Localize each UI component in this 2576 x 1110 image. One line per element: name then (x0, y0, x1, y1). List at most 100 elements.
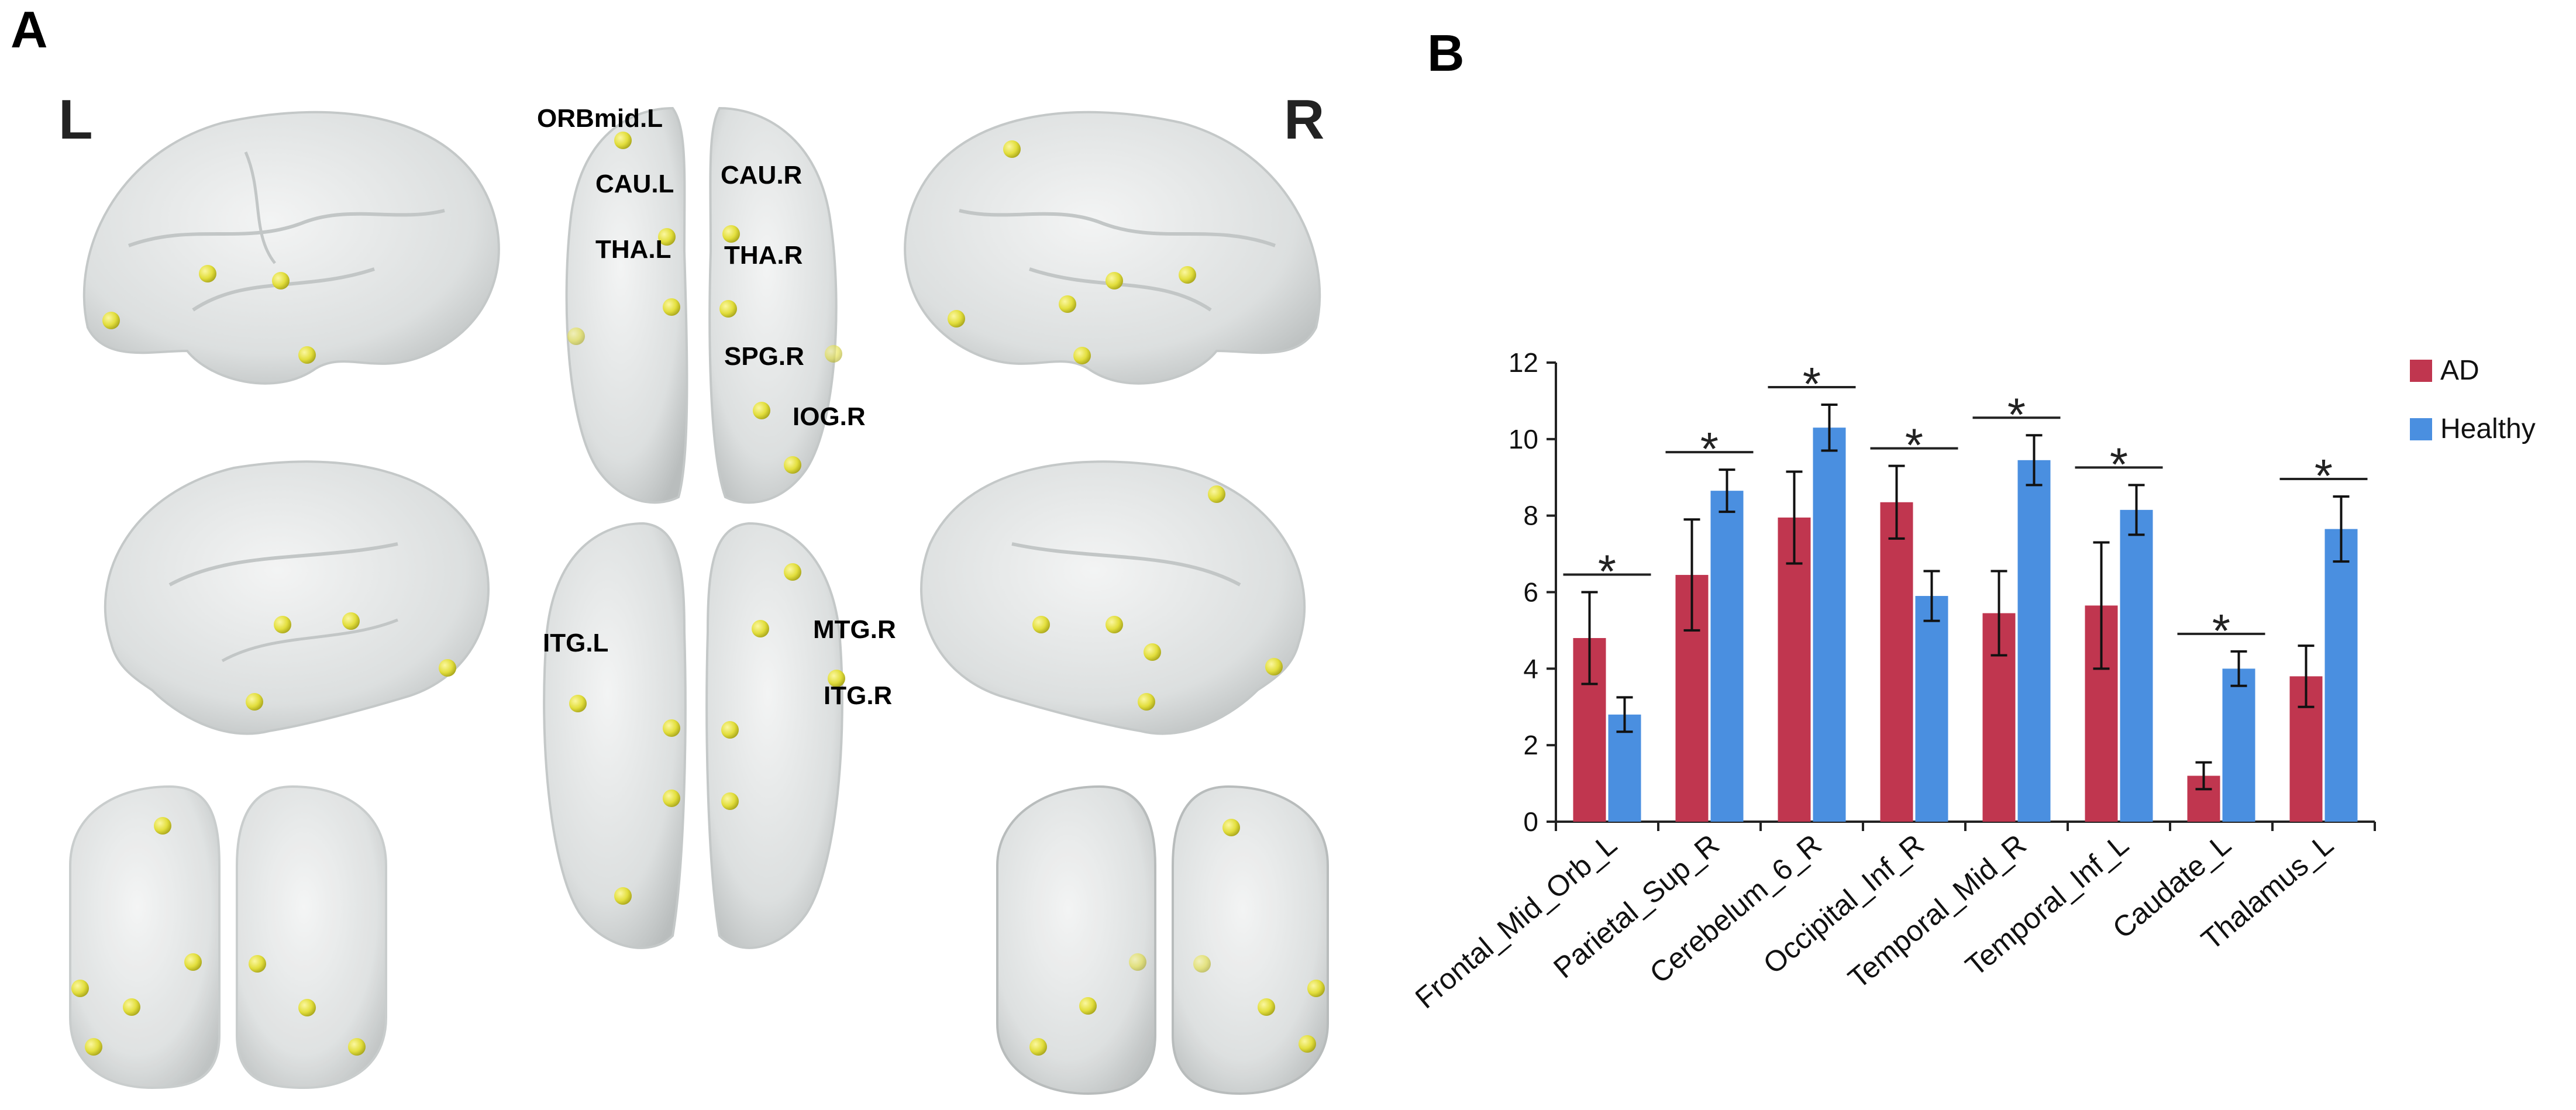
node-marker (274, 616, 291, 633)
node-marker (298, 346, 316, 364)
bar-healthy-parietal-sup-r (1710, 491, 1744, 822)
node-marker (1079, 997, 1097, 1015)
node-marker (1106, 272, 1123, 289)
bar-ad-cerebelum-6-r (1778, 517, 1811, 822)
node-marker (1129, 953, 1146, 971)
node-marker (1299, 1035, 1316, 1053)
sulcus (244, 151, 276, 264)
y-tick-label: 8 (1523, 501, 1538, 531)
node-marker (123, 998, 140, 1016)
brain-surface (543, 522, 687, 949)
node-marker (784, 456, 801, 474)
node-marker (272, 272, 290, 289)
node-marker (752, 620, 769, 637)
node-marker (439, 659, 456, 677)
node-marker (614, 132, 632, 149)
sulcus (128, 209, 445, 247)
y-tick-label: 10 (1509, 424, 1538, 454)
region-label-iog-r: IOG.R (793, 402, 866, 431)
significance-star: * (2315, 450, 2333, 502)
significance-star: * (1905, 419, 1923, 471)
region-label-tha-l: THA.L (595, 235, 671, 264)
brain-surface (82, 111, 500, 385)
node-marker (721, 721, 739, 739)
region-label-orbmid-l: ORBmid.L (537, 104, 663, 133)
node-marker (784, 563, 801, 581)
bar-ad-occipital-inf-r (1880, 502, 1913, 822)
y-tick-label: 12 (1509, 347, 1538, 378)
y-tick-label: 0 (1523, 806, 1538, 837)
left-hemisphere-label: L (58, 88, 93, 151)
node-marker (298, 999, 316, 1016)
node-marker (614, 887, 632, 905)
x-category-label: Frontal_Mid_Orb_L (1416, 828, 1623, 1015)
brain-surface (236, 785, 387, 1090)
left-lateral-view (82, 111, 500, 385)
brain-surface (708, 106, 838, 504)
node-marker (1208, 485, 1225, 503)
significance-star: * (2007, 388, 2026, 440)
node-marker (348, 1038, 366, 1056)
region-label-cau-r: CAU.R (721, 161, 803, 189)
significance-star: * (1700, 423, 1719, 475)
brain-surface (705, 522, 843, 949)
y-tick-label: 4 (1523, 653, 1538, 684)
x-category-label: Temporal_Mid_R (1842, 828, 2033, 995)
bar-healthy-thalamus-l (2324, 529, 2358, 822)
x-category-label: Cerebelum_6_R (1644, 828, 1828, 990)
region-label-tha-r: THA.R (724, 241, 803, 270)
node-marker (663, 719, 680, 737)
node-marker (719, 300, 737, 318)
brain-views (69, 106, 1329, 1095)
bar-healthy-occipital-inf-r (1915, 596, 1948, 822)
bar-healthy-temporal-mid-r (2017, 460, 2051, 822)
node-marker (199, 265, 216, 282)
brain-nodes (71, 132, 1325, 1056)
node-marker (1144, 643, 1161, 661)
node-marker (102, 312, 120, 329)
significance-star: * (1598, 546, 1616, 598)
legend-label-ad: AD (2440, 355, 2479, 386)
panel-b-label: B (1427, 24, 1465, 82)
node-marker (828, 670, 845, 687)
node-marker (1222, 819, 1240, 836)
node-marker (658, 228, 676, 246)
brain-surface (920, 460, 1306, 735)
node-marker (722, 225, 740, 243)
sulcus (221, 618, 398, 663)
brain-surface (69, 785, 221, 1090)
node-marker (663, 298, 680, 316)
bar-healthy-caudate-l (2222, 668, 2255, 822)
brain-surface (996, 785, 1156, 1095)
legend-swatch-healthy (2410, 418, 2432, 440)
node-marker (71, 980, 89, 997)
node-marker (1179, 266, 1196, 284)
node-marker (1307, 980, 1325, 997)
brain-surface (904, 111, 1321, 385)
node-marker (948, 310, 965, 328)
region-label-itg-l: ITG.L (543, 629, 609, 657)
node-marker (569, 695, 587, 712)
significance-star: * (2212, 605, 2230, 657)
node-marker (1193, 955, 1211, 973)
inferior-axial-view (543, 522, 843, 949)
node-marker (246, 693, 263, 711)
node-marker (567, 328, 585, 345)
legend-label-healthy: Healthy (2440, 413, 2536, 444)
node-marker (721, 792, 739, 810)
superior-axial-view (565, 106, 838, 504)
node-marker (825, 345, 842, 363)
node-marker (1106, 616, 1123, 633)
right-medial-view (920, 460, 1306, 735)
node-marker (753, 402, 770, 419)
region-label-mtg-r: MTG.R (813, 615, 896, 644)
bar-healthy-temporal-inf-l (2120, 509, 2153, 822)
panel-a-label: A (11, 1, 48, 58)
right-coronal-view (996, 785, 1329, 1095)
region-label-itg-r: ITG.R (824, 681, 893, 710)
node-marker (1073, 347, 1091, 364)
brain-surface (565, 106, 688, 504)
sulcus (168, 542, 398, 587)
node-marker (249, 955, 266, 973)
bar-healthy-cerebelum-6-r (1813, 428, 1846, 822)
